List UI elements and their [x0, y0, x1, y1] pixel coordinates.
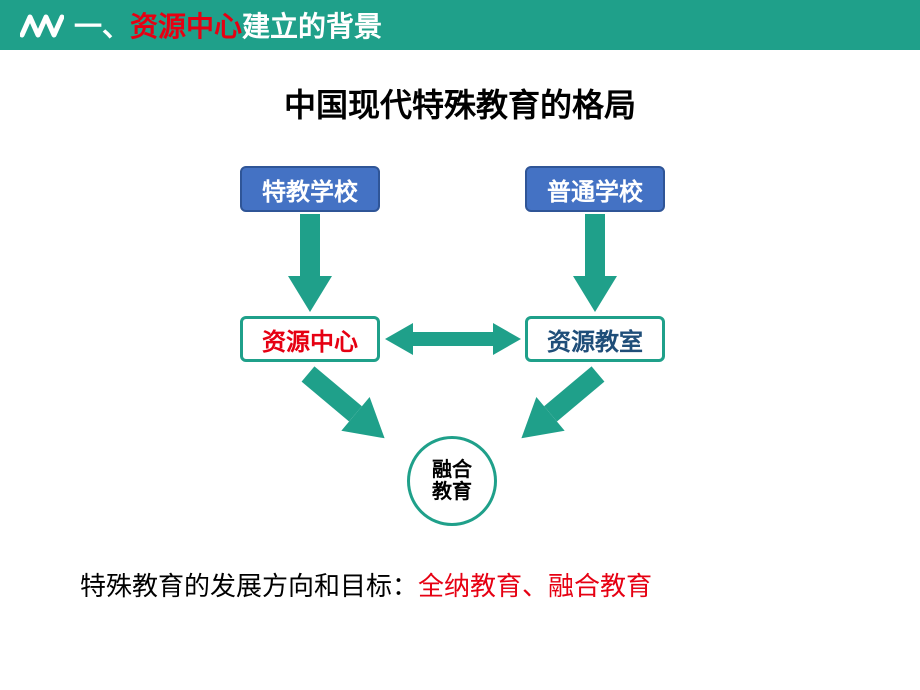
header-prefix: 一、 [74, 5, 130, 45]
arrow-diag-right [288, 364, 408, 454]
arrow-diag-left [498, 364, 618, 454]
node-inclusive-education: 融合 教育 [407, 436, 497, 526]
arrow-bidirectional [383, 321, 523, 357]
footer-text: 特殊教育的发展方向和目标：全纳教育、融合教育 [0, 566, 920, 603]
header-bar: 一、 资源中心 建立的背景 [0, 0, 920, 50]
content-area: 中国现代特殊教育的格局 特教学校 普通学校 资源中心 资源教室 融合 教育 [0, 50, 920, 603]
footer-prefix: 特殊教育的发展方向和目标： [80, 572, 418, 601]
arrow-down-right [569, 214, 621, 314]
page-title: 中国现代特殊教育的格局 [0, 80, 920, 126]
header-highlight: 资源中心 [130, 5, 242, 45]
logo-icon [20, 11, 64, 39]
flowchart-diagram: 特教学校 普通学校 资源中心 资源教室 融合 教育 [180, 166, 740, 546]
arrow-down-left [284, 214, 336, 314]
footer-highlight: 全纳教育、融合教育 [418, 572, 652, 601]
node-special-school: 特教学校 [240, 166, 380, 212]
node-resource-classroom: 资源教室 [525, 316, 665, 362]
node-regular-school: 普通学校 [525, 166, 665, 212]
node-resource-center: 资源中心 [240, 316, 380, 362]
header-suffix: 建立的背景 [242, 5, 382, 45]
header-title: 一、 资源中心 建立的背景 [74, 5, 382, 45]
